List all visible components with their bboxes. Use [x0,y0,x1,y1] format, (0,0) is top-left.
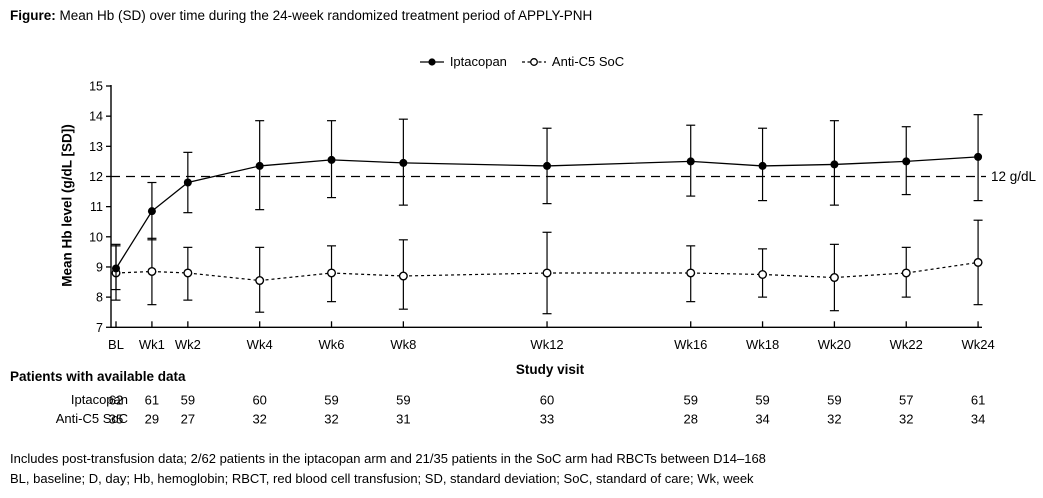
data-point-open [686,268,696,278]
x-tick-label: Wk16 [674,337,707,352]
data-point-open [327,268,337,278]
data-point-open [829,273,839,283]
y-tick-label: 12 [89,170,103,184]
figure-label: Figure: [10,8,56,23]
patient-count: 29 [145,412,159,427]
patients-table-header: Patients with available data [10,369,186,384]
data-point-filled [758,161,767,170]
patient-count: 32 [899,412,913,427]
x-tick-label: Wk24 [961,337,994,352]
y-tick-label: 14 [89,110,103,124]
patient-count: 59 [827,393,841,408]
patient-count: 59 [683,393,697,408]
x-tick-label: Wk4 [247,337,273,352]
x-tick-label: Wk2 [175,337,201,352]
legend-item-iptacopan: Iptacopan [419,54,507,69]
legend-label-iptacopan: Iptacopan [449,54,507,69]
patient-count: 62 [109,393,123,408]
patient-count: 61 [145,393,159,408]
data-point-filled [255,161,264,170]
patient-count: 31 [396,412,410,427]
data-point-filled [974,152,983,161]
reference-line-label: 12 g/dL [991,169,1037,184]
data-point-open [183,268,193,278]
data-point-filled [399,158,408,167]
patient-count: 32 [827,412,841,427]
patient-count: 59 [324,393,338,408]
data-point-open [147,266,157,276]
patient-count: 27 [181,412,195,427]
x-tick-label: BL [108,337,124,352]
patient-count: 34 [971,412,985,427]
patient-count: 59 [755,393,769,408]
chart-legend: Iptacopan Anti-C5 SoC [0,54,1043,69]
series-line [115,261,979,282]
x-tick-label: Wk12 [530,337,563,352]
legend-item-anti-c5: Anti-C5 SoC [521,54,624,69]
data-point-open [542,268,552,278]
footnote-line-1: Includes post-transfusion data; 2/62 pat… [10,451,766,466]
patient-count: 33 [540,412,554,427]
patient-count: 59 [396,393,410,408]
patient-count: 61 [971,393,985,408]
patient-count: 32 [324,412,338,427]
x-tick-label: Wk18 [746,337,779,352]
x-tick-label: Wk8 [390,337,416,352]
x-tick-label: Wk20 [818,337,851,352]
data-point-filled [543,161,552,170]
y-tick-label: 8 [96,291,103,305]
data-point-open [901,268,911,278]
data-point-filled [686,157,695,166]
patient-count: 60 [540,393,554,408]
data-point-filled [327,155,336,164]
data-point-open [398,271,408,281]
patient-count: 28 [683,412,697,427]
footnotes: Includes post-transfusion data; 2/62 pat… [10,449,766,488]
row-label-iptacopan: Iptacopan [70,392,128,407]
y-tick-label: 7 [96,321,103,335]
x-tick-label: Wk1 [139,337,165,352]
figure-title: Figure: Mean Hb (SD) over time during th… [10,8,592,23]
y-tick-label: 10 [89,230,103,244]
y-tick-label: 11 [90,200,103,214]
data-point-filled [147,207,156,216]
patient-count: 34 [755,412,769,427]
patient-count: 60 [252,393,266,408]
row-label-anti-c5: Anti-C5 SoC [55,411,128,426]
legend-label-anti-c5: Anti-C5 SoC [551,54,625,69]
filled-circle-line-icon [419,57,444,66]
x-axis-title: Study visit [515,362,585,377]
data-point-filled [830,160,839,169]
y-tick-label: 9 [96,260,103,274]
figure-title-text: Mean Hb (SD) over time during the 24-wee… [55,8,593,23]
patient-count: 59 [181,393,195,408]
data-point-open [255,276,265,286]
footnote-line-2: BL, baseline; D, day; Hb, hemoglobin; RB… [10,470,754,486]
patient-count: 32 [252,412,266,427]
series-line [115,156,979,269]
x-tick-label: Wk6 [319,337,345,352]
y-tick-label: 15 [89,80,103,94]
open-circle-dashed-line-icon [521,57,546,66]
data-point-open [758,270,768,280]
y-tick-label: 13 [89,140,103,154]
data-point-filled [112,264,120,273]
y-axis-title: Mean Hb level (g/dL [SD]) [59,124,75,287]
data-point-open [973,257,983,267]
data-point-filled [902,157,911,166]
x-tick-label: Wk22 [890,337,923,352]
data-point-filled [183,178,192,187]
patient-count: 57 [899,393,913,408]
patient-count: 35 [109,412,123,427]
